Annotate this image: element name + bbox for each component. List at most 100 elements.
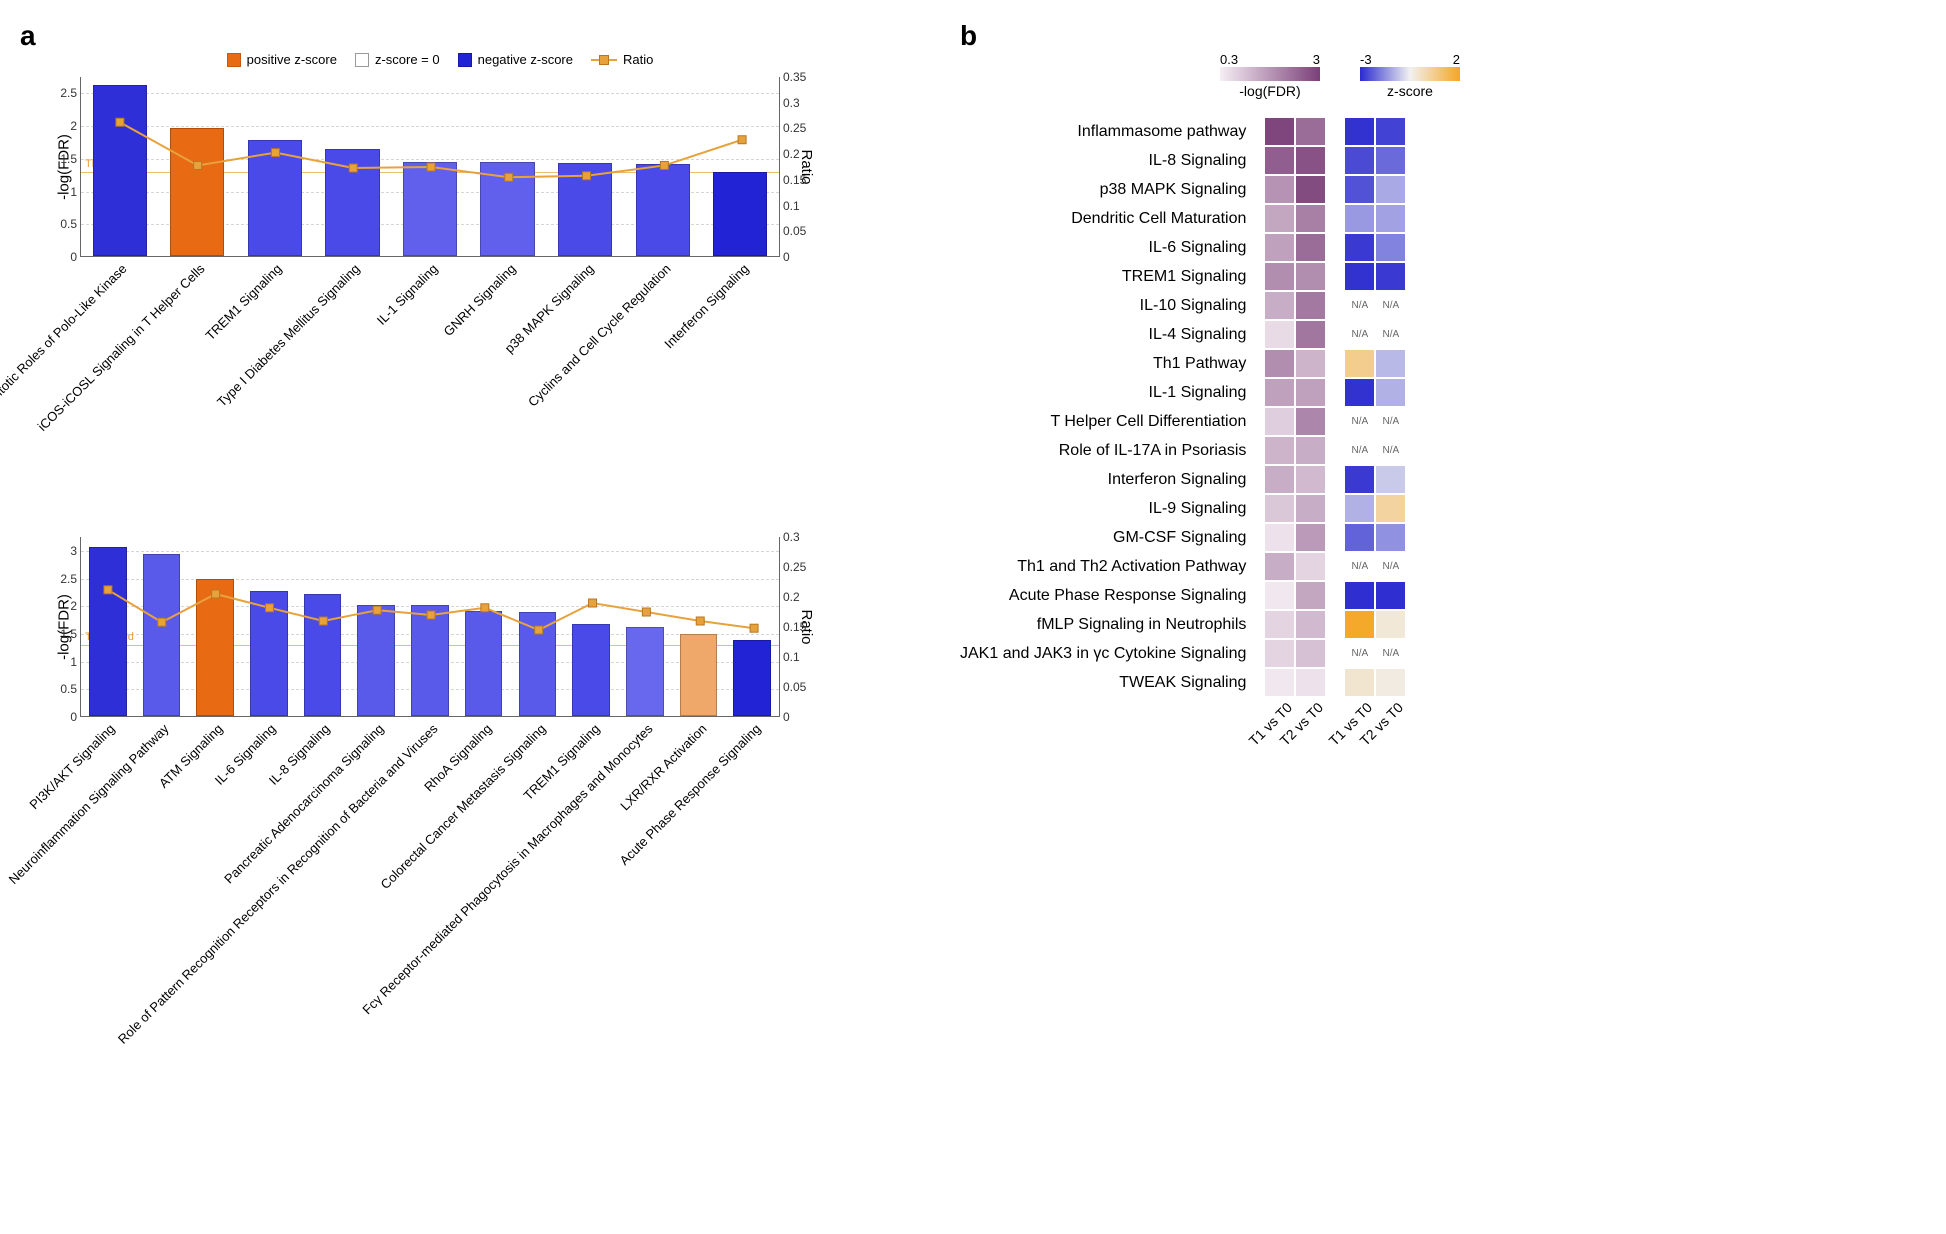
- heatmap-cell-z: [1344, 668, 1375, 697]
- fdr-colorbar-ticks: 0.33: [1220, 52, 1320, 67]
- heatmap-cell-z: [1375, 204, 1406, 233]
- bar: [558, 163, 612, 256]
- heatmap-z-xlabels: T1 vs T0T2 vs T0: [1344, 697, 1406, 777]
- heatmap-cell-fdr: [1264, 291, 1295, 320]
- heatmap-row-label: Role of IL-17A in Psoriasis: [960, 436, 1246, 465]
- legend-item: positive z-score: [227, 52, 337, 67]
- z-colorbar: [1360, 67, 1460, 81]
- heatmap-cell-z: N/A: [1344, 639, 1375, 668]
- heatmap-cell-fdr: [1295, 610, 1326, 639]
- heatmap-cell-z: [1375, 465, 1406, 494]
- bar-chart: -log(FDR)Ratio00.511.522.5300.050.10.150…: [80, 537, 780, 997]
- heatmap-cell-fdr: [1264, 262, 1295, 291]
- bar: [733, 640, 771, 716]
- heatmap-cell-z: [1375, 378, 1406, 407]
- heatmap-fdr-xlabels: T1 vs T0T2 vs T0: [1264, 697, 1326, 777]
- heatmap-cell-fdr: [1295, 291, 1326, 320]
- heatmap-cell-fdr: [1295, 494, 1326, 523]
- heatmap-cell-fdr: [1295, 146, 1326, 175]
- heatmap-row-label: TWEAK Signaling: [960, 668, 1246, 697]
- x-axis-label: IL-1 Signaling: [374, 261, 441, 328]
- heatmap-cell-fdr: [1295, 349, 1326, 378]
- heatmap-cell-fdr: [1295, 668, 1326, 697]
- heatmap-cell-fdr: [1264, 378, 1295, 407]
- heatmap-cell-fdr: [1295, 523, 1326, 552]
- heatmap-cell-z: [1344, 581, 1375, 610]
- heatmap-row-label: IL-4 Signaling: [960, 320, 1246, 349]
- panel-a-label: a: [20, 20, 860, 52]
- heatmap-cell-fdr: [1264, 407, 1295, 436]
- heatmap-cell-z: [1375, 175, 1406, 204]
- bar: [325, 149, 379, 256]
- x-axis-label: iCOS-iCOSL Signaling in T Helper Cells: [34, 261, 207, 434]
- heatmap-row-label: IL-9 Signaling: [960, 494, 1246, 523]
- x-axis-label: Interferon Signaling: [661, 261, 751, 351]
- heatmap-cell-z: N/A: [1375, 552, 1406, 581]
- heatmap-cell-z: N/A: [1344, 407, 1375, 436]
- bar: [465, 611, 503, 716]
- bar: [196, 579, 234, 716]
- heatmap-cell-z: [1375, 233, 1406, 262]
- heatmap-row-label: IL-10 Signaling: [960, 291, 1246, 320]
- legend-item: Ratio: [591, 52, 653, 67]
- heatmap-cell-z: [1344, 349, 1375, 378]
- heatmap-cell-z: N/A: [1375, 291, 1406, 320]
- bar: [411, 605, 449, 716]
- heatmap-cell-fdr: [1295, 639, 1326, 668]
- z-colorbar-label: z-score: [1360, 83, 1460, 99]
- bar: [143, 554, 181, 716]
- z-colorbar-ticks: -32: [1360, 52, 1460, 67]
- bar: [304, 594, 342, 716]
- panel-b: b 0.33 -log(FDR) -32 z-score Inflammasom…: [960, 20, 1680, 1057]
- heatmap-row-label: JAK1 and JAK3 in γc Cytokine Signaling: [960, 639, 1246, 668]
- heatmap-cell-z: [1344, 494, 1375, 523]
- heatmap-cell-z: N/A: [1344, 320, 1375, 349]
- heatmap-cell-z: [1375, 581, 1406, 610]
- bar: [248, 140, 302, 257]
- heatmap-row-label: IL-6 Signaling: [960, 233, 1246, 262]
- heatmap-cell-fdr: [1264, 668, 1295, 697]
- bar: [680, 634, 718, 716]
- bar: [89, 547, 127, 716]
- heatmap-row-label: IL-1 Signaling: [960, 378, 1246, 407]
- heatmap-cell-z: [1344, 610, 1375, 639]
- heatmap-cell-z: [1375, 523, 1406, 552]
- heatmap-row-label: T Helper Cell Differentiation: [960, 407, 1246, 436]
- heatmap-fdr: [1264, 117, 1326, 697]
- heatmap-cell-fdr: [1264, 146, 1295, 175]
- heatmap-cell-fdr: [1295, 320, 1326, 349]
- heatmap-cell-z: [1344, 175, 1375, 204]
- x-axis-label: Type I Diabetes Mellitus Signaling: [214, 261, 363, 410]
- bar: [480, 162, 534, 256]
- heatmap-row-label: Inflammasome pathway: [960, 117, 1246, 146]
- heatmap-cell-fdr: [1295, 581, 1326, 610]
- heatmap-row-label: IL-8 Signaling: [960, 146, 1246, 175]
- bar-chart: -log(FDR)Ratio00.511.522.500.050.10.150.…: [80, 77, 780, 477]
- heatmap-cell-z: N/A: [1344, 291, 1375, 320]
- heatmap-cell-z: [1375, 349, 1406, 378]
- bar: [250, 591, 288, 716]
- heatmap-cell-fdr: [1295, 378, 1326, 407]
- fdr-colorbar: [1220, 67, 1320, 81]
- bar: [636, 164, 690, 256]
- heatmap-cell-z: N/A: [1375, 639, 1406, 668]
- heatmap-cell-fdr: [1264, 639, 1295, 668]
- heatmap-row-label: Th1 Pathway: [960, 349, 1246, 378]
- heatmap-cell-z: N/A: [1375, 407, 1406, 436]
- heatmap-cell-fdr: [1264, 175, 1295, 204]
- heatmap-cell-fdr: [1295, 407, 1326, 436]
- heatmap-cell-z: N/A: [1344, 552, 1375, 581]
- heatmap-row-label: TREM1 Signaling: [960, 262, 1246, 291]
- heatmap-cell-fdr: [1295, 117, 1326, 146]
- heatmap-cell-fdr: [1264, 233, 1295, 262]
- heatmap-cell-z: [1344, 146, 1375, 175]
- bar: [93, 85, 147, 256]
- heatmap-cell-fdr: [1264, 465, 1295, 494]
- heatmap-row-label: Dendritic Cell Maturation: [960, 204, 1246, 233]
- heatmap-cell-fdr: [1264, 523, 1295, 552]
- x-axis-label: TREM1 Signaling: [203, 261, 285, 343]
- heatmap-cell-z: [1375, 262, 1406, 291]
- fdr-colorbar-label: -log(FDR): [1220, 83, 1320, 99]
- heatmap-cell-fdr: [1295, 175, 1326, 204]
- heatmap-cell-z: [1344, 233, 1375, 262]
